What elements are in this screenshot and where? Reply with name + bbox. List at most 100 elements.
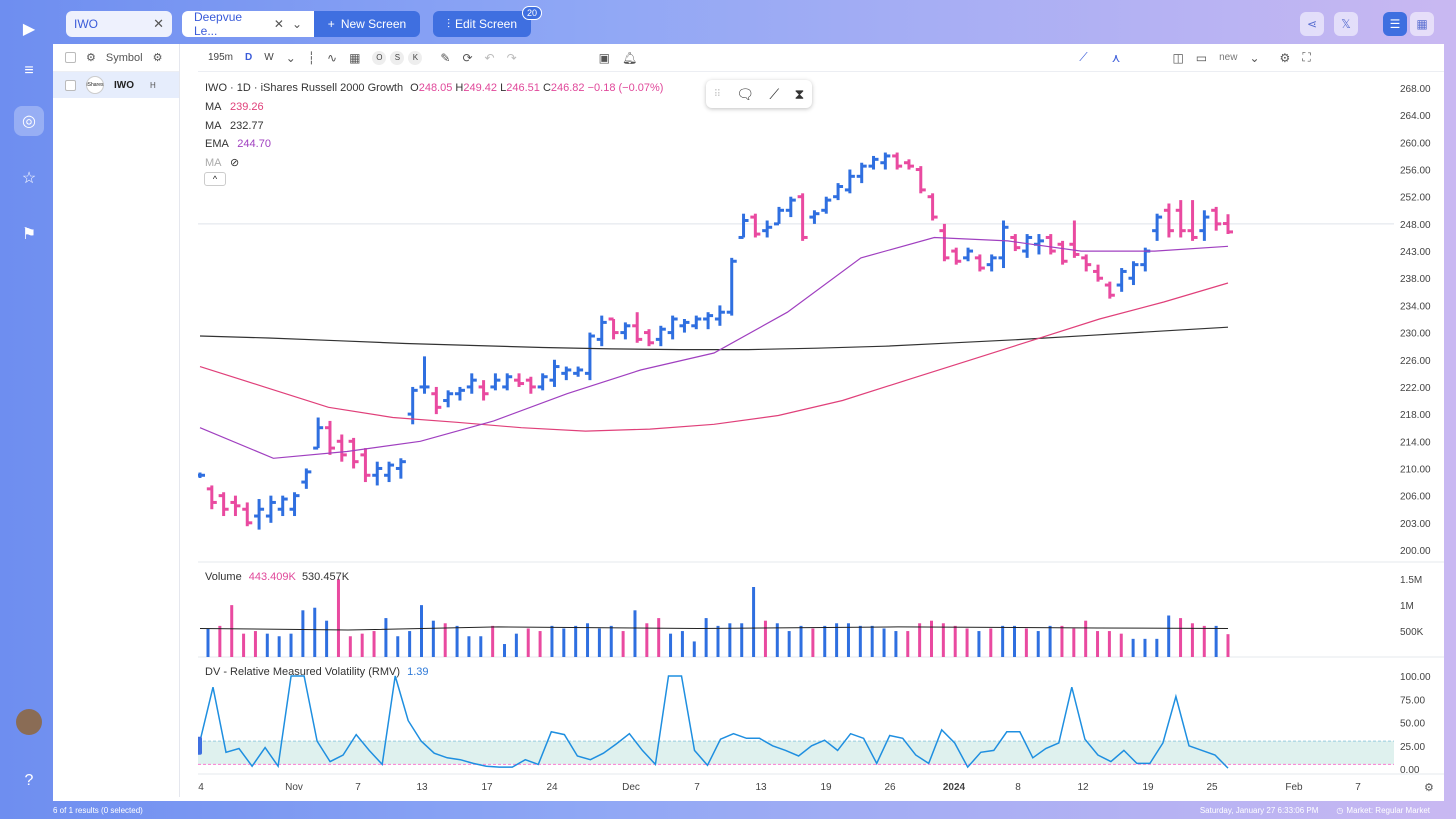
- time-axis-label: 17: [481, 782, 493, 793]
- time-axis-label: 7: [1355, 782, 1361, 793]
- gear-icon[interactable]: ⚙: [152, 52, 163, 64]
- price-axis-label: 256.00: [1400, 166, 1431, 177]
- row-checkbox[interactable]: [65, 79, 76, 91]
- alert-bell-icon[interactable]: 🔔︎: [622, 50, 638, 65]
- rmv-legend: DV - Relative Measured Volatility (RMV) …: [205, 666, 429, 678]
- open-label: O: [410, 82, 419, 94]
- redo-icon[interactable]: ↷: [506, 50, 517, 65]
- time-axis-label: Dec: [622, 782, 640, 793]
- chart-view-icon[interactable]: ⟋: [1079, 50, 1088, 64]
- ma1-legend[interactable]: MA 239.26: [205, 101, 264, 113]
- top-bar: IWO ✕ Deepvue Le... ✕ ⌄ + New Screen ⫶ E…: [56, 0, 1456, 44]
- chart-toolbar: 195m D W ⌄ ┆ ∿ ▦ O S K ✎ ⟳ ↶ ↷ ▣ 🔔︎ ⟋ ⋏ …: [198, 44, 1444, 72]
- ma2-legend[interactable]: MA 232.77: [205, 120, 264, 132]
- ema-value: 244.70: [237, 138, 271, 150]
- volume-value: 443.409K: [248, 571, 296, 583]
- interval-daily[interactable]: D: [245, 52, 253, 63]
- collapse-legend-button[interactable]: ^: [204, 172, 226, 186]
- ohlc-legend: IWO · 1D · iShares Russell 2000 Growth O…: [205, 82, 663, 94]
- volume-axis-label: 1.5M: [1400, 575, 1422, 586]
- eye-hidden-icon[interactable]: ⊘: [229, 157, 240, 169]
- help-icon[interactable]: ?: [24, 772, 34, 789]
- ema-label: EMA: [205, 138, 229, 150]
- high-label: H: [455, 82, 464, 94]
- rmv-axis-label: 25.00: [1400, 742, 1425, 753]
- time-axis-label: 2024: [943, 782, 966, 793]
- templates-icon[interactable]: ▦: [349, 50, 361, 65]
- trendline-icon[interactable]: ⟋: [769, 85, 780, 102]
- o-toggle[interactable]: O: [372, 50, 387, 65]
- volume-ma-value: 530.457K: [301, 571, 350, 583]
- ma2-value: 232.77: [229, 120, 264, 132]
- undo-icon[interactable]: ↶: [484, 50, 495, 65]
- candle-tool-icon[interactable]: ⧗: [794, 85, 805, 102]
- rmv-label: DV - Relative Measured Volatility (RMV): [205, 666, 401, 678]
- time-axis-label: 24: [546, 782, 558, 793]
- screener-icon[interactable]: ◎: [14, 106, 44, 136]
- x-social-icon[interactable]: 𝕏: [1334, 12, 1358, 36]
- time-axis-label: 7: [355, 782, 361, 793]
- select-all-checkbox[interactable]: [65, 52, 76, 63]
- price-axis-label: 206.00: [1400, 492, 1431, 503]
- fullscreen-icon[interactable]: ⛶: [1302, 50, 1311, 64]
- left-rail: ▶ ≡ ◎ ☆ ⚑ ?: [0, 0, 56, 819]
- comment-icon[interactable]: 🗨︎: [736, 85, 755, 102]
- ma3-legend[interactable]: MA ⊘: [205, 156, 239, 169]
- list-view-icon[interactable]: ☰: [1383, 12, 1407, 36]
- star-icon[interactable]: ☆: [21, 170, 37, 187]
- folder-icon[interactable]: ▭: [1195, 50, 1208, 65]
- price-axis-label: 234.00: [1400, 301, 1431, 312]
- flag-icon[interactable]: ⚑: [21, 226, 37, 243]
- refresh-icon[interactable]: ⟳: [462, 50, 473, 65]
- pencil-icon[interactable]: ✎: [440, 50, 451, 65]
- close-icon[interactable]: ✕: [153, 16, 164, 31]
- edit-count-badge: 20: [522, 6, 543, 20]
- tab-deepvue-label: Deepvue Le...: [194, 10, 243, 38]
- price-axis-label: 260.00: [1400, 138, 1431, 149]
- symbol-list: ⚙ Symbol ⚙ iShares IWO H: [53, 44, 180, 797]
- price-axis-label: 214.00: [1400, 437, 1431, 448]
- s-toggle[interactable]: S: [390, 50, 405, 65]
- chart-area[interactable]: 268.00 264.00 260.00 256.00 252.00 248.00 243.…: [192, 74, 1444, 801]
- edit-screen-label: Edit Screen: [454, 17, 518, 31]
- ma3-label: MA: [205, 157, 221, 169]
- grid-view-icon[interactable]: ▦: [1410, 12, 1434, 36]
- bar-style-icon[interactable]: ┆: [307, 50, 315, 65]
- list-item[interactable]: iShares IWO H: [53, 72, 179, 98]
- rmv-axis-label: 50.00: [1400, 719, 1425, 730]
- layout-name[interactable]: new: [1219, 52, 1238, 63]
- interval-195m[interactable]: 195m: [208, 52, 234, 63]
- calendar-icon[interactable]: ▣: [598, 50, 610, 65]
- price-chart[interactable]: 268.00264.00260.00256.00252.00248.00243.…: [192, 74, 1444, 801]
- logo-play-icon[interactable]: ▶: [22, 21, 36, 38]
- share-icon[interactable]: ⋖: [1300, 12, 1324, 36]
- chevron-down-icon[interactable]: ⌄: [291, 17, 302, 31]
- ema-legend[interactable]: EMA 244.70: [205, 138, 271, 150]
- drag-handle-icon[interactable]: ⠿: [713, 88, 721, 100]
- k-toggle[interactable]: K: [408, 50, 423, 65]
- status-datetime: Saturday, January 27 6:33:06 PM: [1199, 805, 1319, 815]
- indicators-icon[interactable]: ∿: [327, 50, 338, 65]
- symbol-column-header[interactable]: Symbol: [105, 51, 143, 64]
- compare-icon[interactable]: ⋏: [1111, 50, 1121, 65]
- new-screen-button[interactable]: + New Screen: [314, 11, 420, 37]
- tab-iwo-label: IWO: [74, 17, 98, 31]
- close-label: C: [542, 82, 551, 94]
- layout-icon[interactable]: ◫: [1172, 50, 1184, 65]
- price-axis-label: 264.00: [1400, 111, 1431, 122]
- tab-deepvue[interactable]: Deepvue Le... ✕ ⌄: [182, 10, 314, 38]
- chevron-down-icon[interactable]: ⌄: [285, 50, 296, 65]
- menu-icon[interactable]: ≡: [24, 62, 34, 79]
- price-axis-label: 222.00: [1400, 383, 1431, 394]
- interval-weekly[interactable]: W: [264, 52, 274, 63]
- symbol-title: IWO · 1D · iShares Russell 2000 Growth: [205, 82, 404, 94]
- time-axis-label: 13: [416, 782, 428, 793]
- settings-icon[interactable]: ⚙: [86, 52, 96, 64]
- chevron-down-icon[interactable]: ⌄: [1249, 50, 1260, 65]
- avatar[interactable]: [16, 709, 42, 735]
- close-icon[interactable]: ✕: [273, 17, 284, 31]
- tab-iwo[interactable]: IWO ✕: [66, 11, 172, 37]
- rmv-value: 1.39: [407, 666, 429, 678]
- edit-screen-button[interactable]: ⫶ Edit Screen: [433, 11, 531, 37]
- gear-icon[interactable]: ⚙: [1279, 50, 1291, 65]
